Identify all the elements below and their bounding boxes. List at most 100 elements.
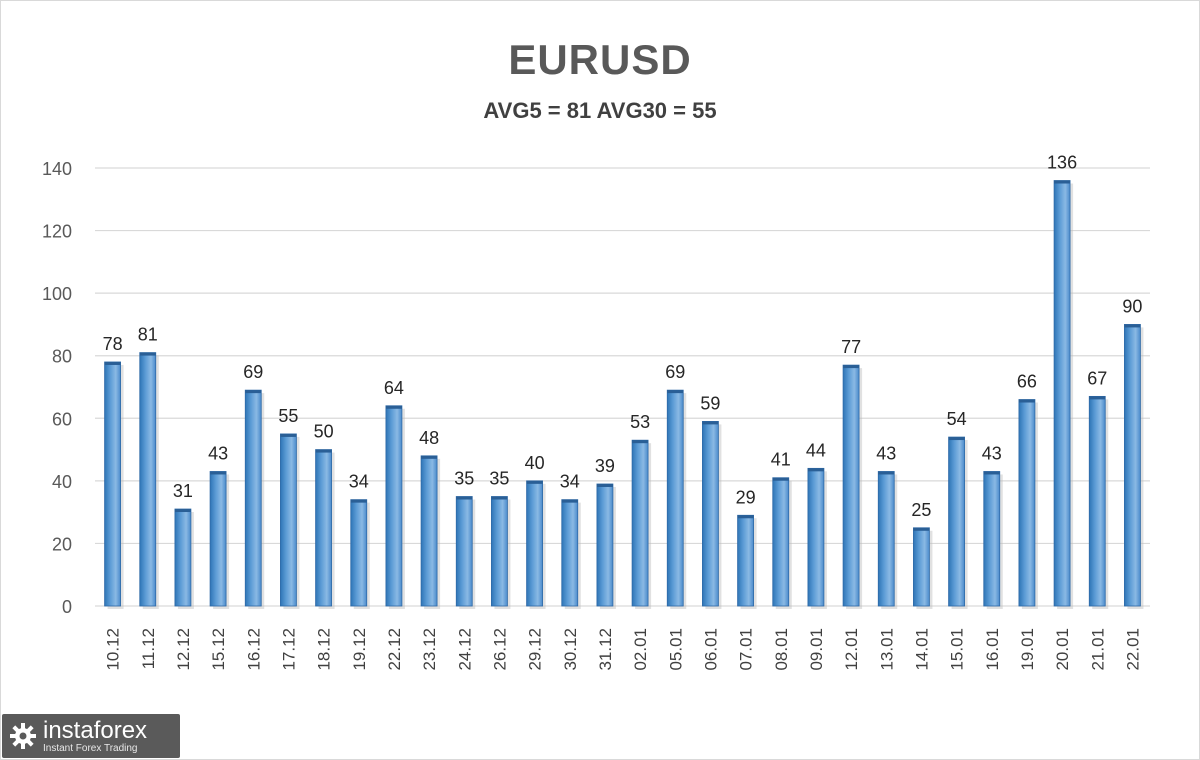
x-tick-label: 12.12 <box>174 628 193 671</box>
x-tick-label: 13.01 <box>877 628 896 671</box>
gear-icon <box>10 723 36 749</box>
data-label: 50 <box>314 422 334 442</box>
data-label: 34 <box>560 472 580 492</box>
bar-top <box>596 483 613 487</box>
data-label: 39 <box>595 456 615 476</box>
bar <box>666 389 684 607</box>
bar-top <box>315 449 332 453</box>
x-tick-label: 17.12 <box>279 628 298 671</box>
bar-top <box>104 361 121 365</box>
bar-top <box>1124 324 1141 328</box>
bar-top <box>1089 396 1106 400</box>
bar-top <box>280 433 297 437</box>
data-label: 77 <box>841 337 861 357</box>
x-tick-label: 08.01 <box>772 628 791 671</box>
y-tick-label: 120 <box>42 222 72 242</box>
data-label: 31 <box>173 481 193 501</box>
x-tick-label: 16.12 <box>244 628 263 671</box>
x-tick-label: 23.12 <box>420 628 439 671</box>
bar <box>772 477 790 607</box>
data-label: 67 <box>1087 368 1107 388</box>
bar <box>420 455 438 607</box>
x-tick-label: 05.01 <box>666 628 685 671</box>
bar <box>948 436 965 607</box>
bar-top <box>807 468 824 472</box>
bar-top <box>702 421 719 425</box>
bar-top <box>561 499 578 503</box>
x-tick-label: 11.12 <box>139 628 158 669</box>
data-label: 43 <box>876 443 896 463</box>
data-label: 35 <box>454 469 474 489</box>
bar <box>455 496 473 607</box>
bar <box>1018 399 1036 607</box>
logo-tagline: Instant Forex Trading <box>43 742 138 754</box>
bar-top <box>948 437 965 441</box>
x-tick-label: 20.01 <box>1053 628 1072 671</box>
bar-top <box>139 352 156 356</box>
bar-top <box>385 405 402 409</box>
data-label: 90 <box>1122 296 1142 316</box>
bar-top <box>772 477 789 481</box>
data-label: 35 <box>489 469 509 489</box>
x-tick-label: 12.01 <box>842 628 861 671</box>
data-label: 59 <box>700 393 720 413</box>
bar <box>244 389 262 607</box>
x-tick-label: 19.01 <box>1018 628 1037 671</box>
bar-top <box>1054 180 1071 184</box>
data-label: 40 <box>525 453 545 473</box>
data-label: 54 <box>947 409 967 429</box>
data-label: 25 <box>911 500 931 520</box>
x-tick-label: 15.12 <box>209 628 228 671</box>
data-label: 69 <box>665 362 685 382</box>
bar-top <box>491 496 508 500</box>
bar <box>350 499 368 607</box>
y-tick-label: 20 <box>52 534 72 554</box>
logo-brand: instaforex <box>43 716 148 744</box>
y-tick-label: 100 <box>42 284 72 304</box>
bar <box>702 421 719 607</box>
bar <box>526 480 543 607</box>
data-label: 66 <box>1017 372 1037 392</box>
bar <box>491 496 508 607</box>
y-tick-label: 40 <box>52 472 72 492</box>
data-label: 53 <box>630 412 650 432</box>
instaforex-logo: instaforex Instant Forex Trading <box>2 714 180 758</box>
bar-top <box>913 527 930 531</box>
bar-top <box>983 471 1000 475</box>
bar <box>983 471 1001 607</box>
data-label: 69 <box>243 362 263 382</box>
x-tick-label: 09.01 <box>807 628 826 671</box>
bar <box>807 467 825 607</box>
data-label: 64 <box>384 378 404 398</box>
y-tick-label: 140 <box>42 159 72 179</box>
x-tick-label: 14.01 <box>912 628 931 671</box>
data-label: 41 <box>771 450 791 470</box>
y-tick-label: 0 <box>62 597 72 617</box>
x-tick-label: 30.12 <box>561 628 580 671</box>
x-tick-label: 07.01 <box>737 628 756 671</box>
bar <box>1088 395 1106 607</box>
data-label: 48 <box>419 428 439 448</box>
bar <box>209 471 227 607</box>
x-tick-label: 22.01 <box>1123 628 1142 671</box>
bar <box>315 449 332 607</box>
bar-top <box>456 496 473 500</box>
bar-top <box>843 365 860 369</box>
x-tick-label: 10.12 <box>104 628 123 671</box>
data-label: 136 <box>1047 153 1077 173</box>
bar-top <box>526 480 543 484</box>
bar <box>631 439 649 607</box>
bar <box>104 361 121 607</box>
bar <box>139 352 157 607</box>
bar <box>596 483 614 607</box>
bar-top <box>1018 399 1035 403</box>
x-tick-label: 19.12 <box>350 628 369 671</box>
x-tick-label: 18.12 <box>315 628 334 671</box>
bar <box>561 499 579 607</box>
x-tick-label: 15.01 <box>948 628 967 671</box>
bar <box>385 405 403 607</box>
x-tick-label: 02.01 <box>631 628 650 671</box>
data-label: 34 <box>349 472 369 492</box>
chart-title: EURUSD <box>508 36 692 83</box>
